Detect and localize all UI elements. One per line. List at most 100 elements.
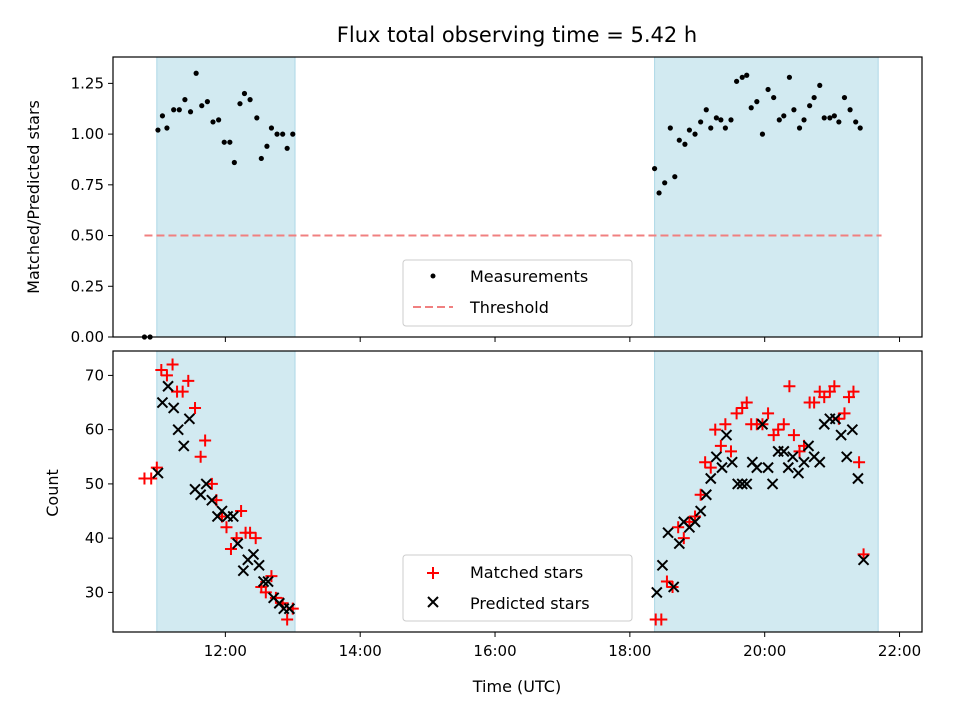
matched-star-point	[772, 423, 785, 436]
predicted-star-point	[200, 478, 212, 490]
predicted-star-point	[232, 537, 244, 550]
matched-star-point	[740, 396, 753, 409]
predicted-star-point	[262, 575, 274, 588]
predicted-star-point	[782, 461, 794, 474]
predicted-star-point	[662, 527, 674, 539]
matched-star-point	[853, 456, 866, 469]
bottom-y-axis-label: Count	[43, 469, 62, 517]
predicted-star-point	[206, 494, 218, 506]
matched-star-point	[838, 407, 851, 420]
matched-star-point	[281, 613, 294, 626]
legend-matched-marker	[427, 567, 439, 579]
predicted-star-point	[726, 456, 738, 468]
predicted-star-point	[237, 564, 250, 577]
measurement-point	[734, 78, 740, 84]
matched-star-point	[259, 586, 272, 599]
measurement-point	[759, 131, 766, 137]
measurement-point	[847, 107, 853, 113]
measurement-point	[656, 190, 662, 196]
x-tick-label: 20:00	[743, 642, 786, 660]
matched-star-point	[672, 521, 685, 534]
predicted-star-point	[829, 413, 842, 425]
predicted-star-point	[841, 451, 853, 463]
predicted-star-point	[194, 489, 207, 501]
matched-star-point	[704, 461, 717, 474]
bottom-axes: 30 40 50 60 70 12:00 14:00 16:00 18:00 20:00 22:00	[85, 350, 923, 660]
predicted-star-point	[792, 467, 805, 479]
matched-star-point	[176, 385, 189, 398]
predicted-star-point	[656, 559, 669, 571]
measurement-point	[821, 115, 827, 121]
measurement-point	[155, 127, 161, 133]
y-tick-label: 30	[85, 583, 104, 601]
shaded-interval	[654, 56, 879, 338]
measurement-point	[739, 74, 745, 80]
predicted-star-point	[720, 429, 733, 441]
matched-star-point	[235, 505, 248, 518]
measurement-point	[857, 125, 863, 131]
measurement-point	[817, 82, 823, 89]
predicted-star-point	[741, 478, 753, 490]
measurement-point	[831, 113, 837, 119]
predicted-star-point	[835, 429, 847, 441]
predicted-star-point	[694, 505, 707, 517]
measurement-point	[672, 174, 678, 180]
legend-measurements-marker	[430, 273, 436, 279]
predicted-star-point	[183, 413, 196, 425]
predicted-star-point	[156, 396, 169, 409]
measurement-point	[698, 119, 704, 125]
matched-star-point	[660, 575, 673, 588]
measurement-point	[187, 109, 194, 115]
measurement-points	[141, 70, 863, 340]
predicted-star-point	[172, 423, 184, 436]
matched-star-point	[220, 521, 233, 534]
matched-star-point	[205, 477, 218, 490]
predicted-star-point	[751, 461, 763, 474]
predicted-star-point	[798, 456, 810, 468]
matched-star-point	[694, 488, 707, 501]
measurement-point	[722, 125, 728, 131]
measurement-point	[682, 141, 688, 147]
legend-matched-label: Matched stars	[470, 563, 583, 582]
matched-star-point	[166, 358, 179, 371]
measurement-point	[841, 94, 848, 101]
predicted-star-point	[762, 461, 774, 474]
predicted-star-point	[247, 548, 260, 561]
matched-star-point	[224, 543, 237, 556]
measurement-point	[744, 72, 750, 78]
x-tick-label: 22:00	[878, 642, 921, 660]
measurement-point	[247, 97, 253, 103]
y-tick-label: 70	[85, 366, 104, 384]
y-tick-label: 1.00	[71, 125, 104, 143]
measurement-point	[713, 115, 719, 121]
top-axes: 0.00 0.25 0.50 0.75 1.00 1.25	[71, 56, 923, 346]
measurement-point	[164, 125, 170, 131]
axes-frame	[112, 56, 923, 338]
measurement-point	[692, 131, 698, 137]
matched-star-point	[683, 515, 696, 528]
measurement-point	[748, 105, 754, 111]
predicted-star-point	[700, 489, 712, 501]
matched-star-point	[194, 450, 207, 463]
x-tick-label: 14:00	[339, 642, 382, 660]
bottom-shaded-intervals	[156, 350, 879, 633]
matched-star-point	[249, 532, 262, 545]
measurement-point	[264, 143, 270, 149]
measurement-point	[193, 70, 199, 76]
measurement-point	[204, 99, 210, 105]
y-tick-label: 0.50	[71, 227, 104, 245]
top-panel: 0.00 0.25 0.50 0.75 1.00 1.25 Matched/Predict…	[24, 56, 923, 346]
predicted-star-point	[814, 456, 826, 468]
measurement-point	[237, 101, 243, 107]
x-tick-label: 18:00	[608, 642, 651, 660]
measurement-point	[210, 119, 216, 125]
measurement-point	[676, 137, 682, 143]
chart-title: Flux total observing time = 5.42 h	[337, 23, 697, 47]
matched-star-point	[709, 423, 722, 436]
predicted-star-point	[778, 445, 790, 458]
measurement-point	[241, 90, 248, 97]
predicted-star-point	[673, 537, 686, 550]
measurement-point	[258, 155, 264, 162]
measurement-point	[853, 119, 859, 125]
predicted-star-point	[705, 472, 717, 485]
